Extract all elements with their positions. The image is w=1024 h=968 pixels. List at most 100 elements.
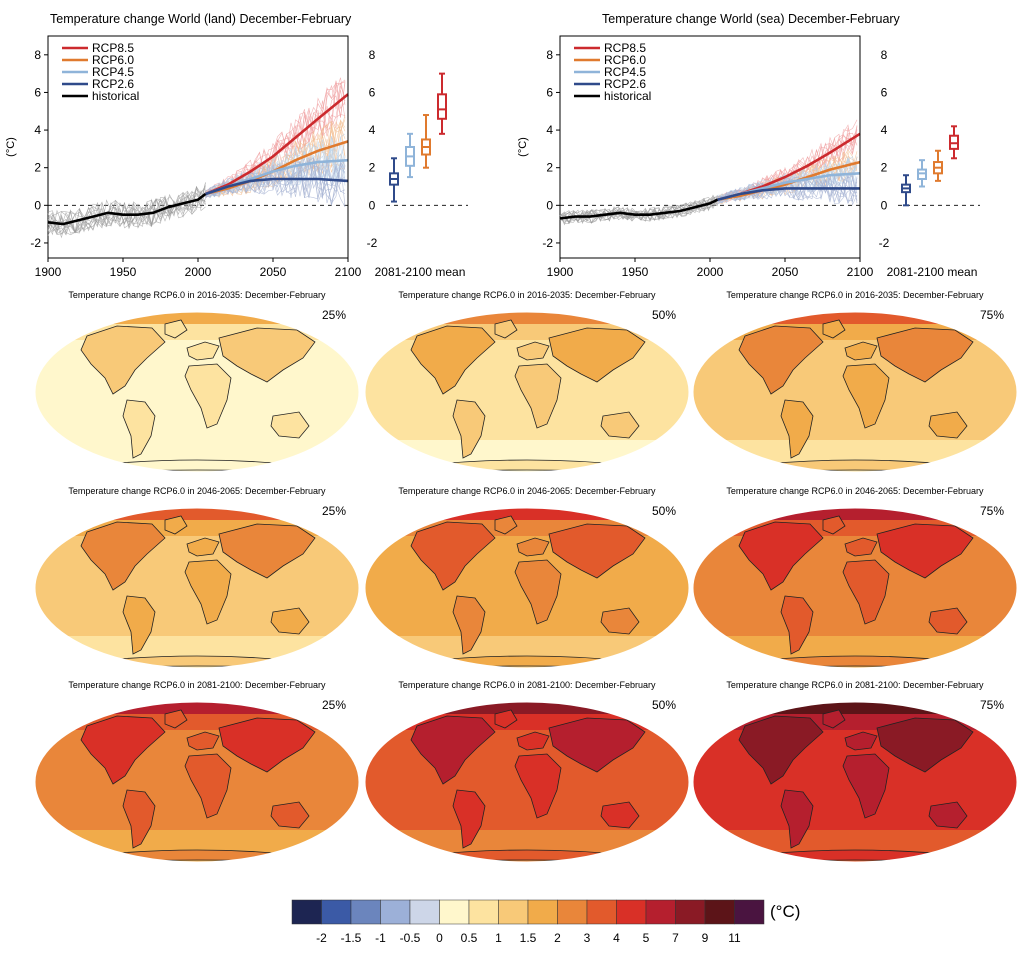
land-xtick-label: 2100 [335, 265, 362, 279]
map-border [34, 701, 360, 863]
map-panel: Temperature change RCP6.0 in 2016-2035: … [362, 290, 692, 480]
land-chart-title: Temperature change World (land) December… [50, 12, 352, 26]
continent-outline [844, 537, 878, 557]
sea-right-ytick-label: 4 [881, 123, 888, 137]
world-map [692, 701, 1018, 863]
continent-outline [516, 341, 550, 361]
continent-outline [738, 715, 824, 785]
continent-outline [780, 789, 814, 849]
map-border [692, 701, 1018, 863]
continent-outline [452, 789, 486, 849]
map-title: Temperature change RCP6.0 in 2016-2035: … [68, 290, 326, 300]
colorbar-tick-label: -1 [375, 931, 386, 945]
world-map [364, 701, 690, 863]
continent-outline [844, 731, 878, 751]
sea-box-rcp60 [933, 149, 943, 182]
land-historical-member [47, 186, 206, 234]
continent-outline [80, 521, 166, 591]
sea-legend-label: RCP6.0 [604, 53, 646, 67]
continent-outline [600, 801, 640, 829]
map-border [364, 701, 690, 863]
colorbar-swatch [409, 899, 440, 925]
colorbar-unit: (°C) [770, 902, 801, 921]
map-panel: Temperature change RCP6.0 in 2081-2100: … [32, 680, 362, 870]
sea-historical-member [559, 197, 718, 226]
continent-outline [494, 709, 518, 729]
continent-outline [270, 607, 310, 635]
continent-outline [122, 789, 156, 849]
sea-historical-member [559, 197, 718, 224]
sea-xtick-label: 1950 [622, 265, 649, 279]
land-box-rcp85 [437, 72, 447, 135]
continent-outline [842, 363, 890, 429]
continent-outline [928, 411, 968, 439]
land-legend-label: historical [92, 89, 139, 103]
land-legend-label: RCP2.6 [92, 77, 134, 91]
colorbar-swatch [586, 899, 617, 925]
map-percentile-label: 50% [651, 698, 676, 712]
continent-outline [186, 341, 220, 361]
colorbar-swatch [439, 899, 470, 925]
sea-right-ytick-label: 6 [881, 85, 888, 99]
continent-outline [164, 319, 188, 339]
colorbar-tick-label: -1.5 [340, 931, 362, 945]
colorbar-tick-label: 1 [495, 931, 502, 945]
colorbar-tick-label: 0 [436, 931, 443, 945]
map-percentile-label: 75% [979, 308, 1004, 322]
sea-ylabel: (°C) [517, 137, 529, 157]
continent-outline [184, 559, 232, 625]
map-percentile-label: 50% [651, 308, 676, 322]
land-series-historical [47, 192, 207, 226]
sea-ytick-label: 8 [546, 48, 553, 62]
colorbar-swatch [498, 899, 529, 925]
land-box-rcp60 [421, 114, 431, 169]
land-right-ytick-label: 2 [369, 161, 376, 175]
colorbar-swatch [704, 899, 735, 925]
sea-series-historical [559, 198, 719, 220]
map-percentile-label: 25% [321, 308, 346, 322]
continent-outline [738, 521, 824, 591]
continent-outline [184, 363, 232, 429]
continent-outline [738, 325, 824, 395]
colorbar-tick-label: 9 [701, 931, 709, 945]
land-ytick-label: 4 [34, 123, 41, 137]
land-rcp85-member [205, 79, 346, 193]
land-temperature-chart: 1900 1950 2000 2050 2100-202468(°C)RCP8.5RCP… [5, 35, 468, 279]
sea-boxplot-label: 2081-2100 mean [887, 265, 978, 279]
sea-legend-label: RCP2.6 [604, 77, 646, 91]
continent-outline [164, 515, 188, 535]
land-rcp45-member [205, 146, 346, 199]
sea-box-rcp45 [917, 159, 927, 188]
map-percentile-label: 25% [321, 504, 346, 518]
map-title: Temperature change RCP6.0 in 2016-2035: … [398, 290, 656, 300]
map-title: Temperature change RCP6.0 in 2081-2100: … [398, 680, 656, 690]
sea-box-rcp85 [949, 125, 959, 160]
colorbar-swatch [350, 899, 381, 925]
colorbar-swatch [734, 899, 765, 925]
map-panel: Temperature change RCP6.0 in 2016-2035: … [32, 290, 362, 480]
continent-outline [548, 523, 646, 579]
colorbar-tick-label: -2 [316, 931, 327, 945]
land-right-ytick-label: 0 [369, 198, 376, 212]
land-series-rcp26 [205, 177, 349, 196]
sea-right-ytick-label: 0 [881, 198, 888, 212]
land-ytick-label: 0 [34, 198, 41, 212]
sea-historical-member [559, 196, 718, 225]
continent-outline [822, 319, 846, 339]
sea-xtick-label: 2000 [697, 265, 724, 279]
continent-outline [514, 753, 562, 819]
colorbar-tick-label: -0.5 [399, 931, 421, 945]
land-right-ytick-label: 6 [369, 85, 376, 99]
colorbar-swatch [645, 899, 676, 925]
land-ytick-label: -2 [30, 236, 41, 250]
sea-right-ytick-label: 8 [881, 48, 888, 62]
colorbar-swatch [291, 899, 322, 925]
continent-outline [780, 595, 814, 655]
continent-outline [184, 753, 232, 819]
map-panel: Temperature change RCP6.0 in 2046-2065: … [32, 486, 362, 676]
continent-outline [516, 731, 550, 751]
continent-outline [494, 319, 518, 339]
sea-historical-member [559, 196, 718, 225]
land-ytick-label: 2 [34, 161, 41, 175]
continent-outline [80, 715, 166, 785]
